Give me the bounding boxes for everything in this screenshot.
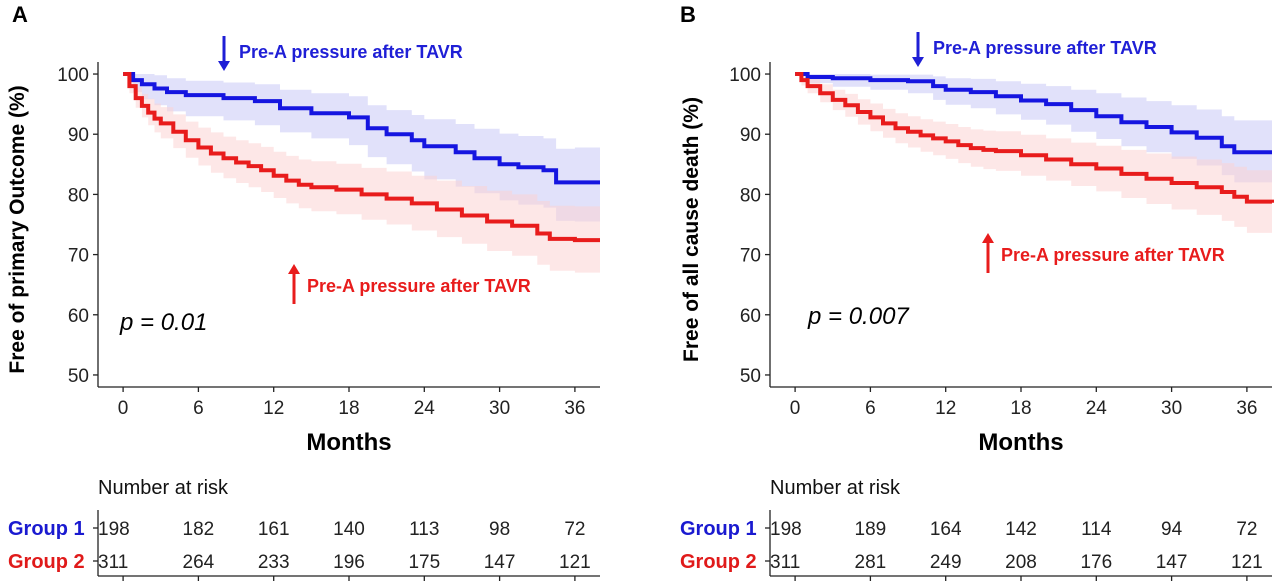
x-tick-label: 30 <box>1161 398 1182 419</box>
risk-count: 233 <box>258 552 290 573</box>
x-tick-label: 30 <box>489 398 510 419</box>
x-axis-title: Months <box>306 429 391 456</box>
x-tick-label: 18 <box>1010 398 1031 419</box>
risk-count: 311 <box>98 552 128 573</box>
risk-table-title: Number at risk <box>98 477 229 499</box>
x-tick-label: 24 <box>1086 398 1108 419</box>
annotation-group1: Pre-A pressure after TAVR <box>239 42 463 62</box>
risk-count: 140 <box>333 519 365 540</box>
risk-table-title: Number at risk <box>770 477 901 499</box>
survival-line-2 <box>123 72 600 243</box>
risk-count: 121 <box>559 552 591 573</box>
risk-count: 114 <box>1081 519 1112 540</box>
x-tick-label: 6 <box>193 398 204 419</box>
confidence-band-2 <box>123 74 600 273</box>
x-tick-label: 12 <box>263 398 284 419</box>
risk-group-label: Group 1 <box>680 518 757 540</box>
x-tick-label: 0 <box>790 398 801 419</box>
y-tick-label: 60 <box>740 306 761 327</box>
y-tick-label: 80 <box>740 185 761 206</box>
y-tick-label: 50 <box>68 366 89 387</box>
y-tick-label: 70 <box>740 246 761 267</box>
risk-count: 94 <box>1161 519 1183 540</box>
risk-count: 189 <box>855 519 887 540</box>
risk-count: 98 <box>489 519 510 540</box>
confidence-band-1 <box>123 74 600 222</box>
y-tick-label: 60 <box>68 306 89 327</box>
risk-count: 121 <box>1231 552 1263 573</box>
x-axis-title: Months <box>978 429 1063 456</box>
confidence-band-1 <box>795 74 1272 183</box>
risk-count: 196 <box>333 552 365 573</box>
risk-count: 113 <box>409 519 439 540</box>
annotation-group1: Pre-A pressure after TAVR <box>933 38 1157 58</box>
panel-b: B 50 60 70 80 90 100 0 6 12 18 24 30 36 Months Free of … <box>680 2 1274 581</box>
y-axis-title: Free of all cause death (%) <box>680 97 703 362</box>
panel-letter: A <box>12 2 28 27</box>
risk-count: 164 <box>930 519 962 540</box>
annotation-group2: Pre-A pressure after TAVR <box>1001 245 1225 265</box>
up-arrow-head-icon <box>288 264 300 274</box>
risk-count: 264 <box>183 552 215 573</box>
risk-count: 147 <box>1156 552 1188 573</box>
y-tick-label: 100 <box>57 65 89 86</box>
p-value-label: p = 0.007 <box>807 303 910 330</box>
x-tick-label: 36 <box>1236 398 1257 419</box>
risk-count: 161 <box>258 519 290 540</box>
x-tick-label: 12 <box>935 398 956 419</box>
risk-count: 249 <box>930 552 962 573</box>
risk-count: 198 <box>770 519 802 540</box>
down-arrow-head-icon <box>912 57 924 67</box>
survival-line-2 <box>795 72 1274 204</box>
y-tick-label: 70 <box>68 246 89 267</box>
y-tick-label: 80 <box>68 185 89 206</box>
x-tick-label: 6 <box>865 398 876 419</box>
survival-line-1 <box>795 72 1272 155</box>
y-tick-label: 50 <box>740 366 761 387</box>
risk-group-label: Group 2 <box>680 551 757 573</box>
y-axis-title: Free of primary Outcome (%) <box>6 85 29 373</box>
survival-line-1 <box>123 72 600 185</box>
panel-a: A 50 60 70 80 90 100 0 6 12 18 24 30 36 Months Free of … <box>6 2 600 581</box>
risk-count: 72 <box>564 519 585 540</box>
risk-count: 175 <box>408 552 440 573</box>
up-arrow-head-icon <box>982 233 994 243</box>
risk-count: 182 <box>183 519 215 540</box>
y-tick-label: 90 <box>68 125 89 146</box>
x-tick-label: 24 <box>414 398 436 419</box>
y-tick-label: 90 <box>740 125 761 146</box>
annotation-group2: Pre-A pressure after TAVR <box>307 276 531 296</box>
risk-count: 311 <box>770 552 800 573</box>
p-value-label: p = 0.01 <box>119 309 207 336</box>
risk-count: 198 <box>98 519 130 540</box>
x-tick-label: 18 <box>338 398 359 419</box>
risk-count: 281 <box>855 552 887 573</box>
down-arrow-head-icon <box>218 61 230 71</box>
risk-group-label: Group 2 <box>8 551 85 573</box>
risk-count: 72 <box>1236 519 1257 540</box>
risk-count: 176 <box>1080 552 1112 573</box>
y-tick-label: 100 <box>729 65 761 86</box>
panel-letter: B <box>680 2 696 27</box>
risk-group-label: Group 1 <box>8 518 85 540</box>
x-tick-label: 0 <box>118 398 129 419</box>
risk-count: 142 <box>1005 519 1037 540</box>
risk-count: 147 <box>484 552 516 573</box>
risk-count: 208 <box>1005 552 1037 573</box>
x-tick-label: 36 <box>564 398 585 419</box>
